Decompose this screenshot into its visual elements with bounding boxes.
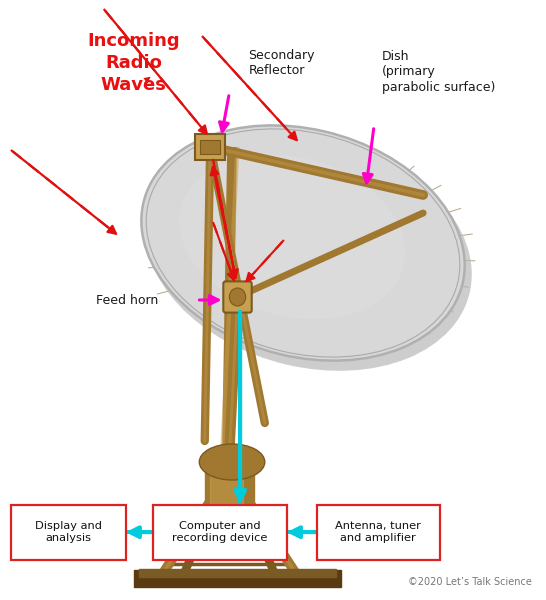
Bar [134, 570, 341, 587]
Text: Display and
analysis: Display and analysis [35, 521, 102, 544]
Ellipse shape [141, 125, 465, 361]
FancyBboxPatch shape [153, 505, 287, 560]
Bar [205, 471, 254, 504]
Text: Incoming
Radio
Waves: Incoming Radio Waves [87, 32, 180, 94]
Text: ©2020 Let’s Talk Science: ©2020 Let’s Talk Science [408, 577, 532, 587]
Text: Secondary
Reflector: Secondary Reflector [248, 49, 315, 77]
Text: Computer and
recording device: Computer and recording device [172, 521, 268, 544]
Text: Dish
(primary
parabolic surface): Dish (primary parabolic surface) [382, 49, 496, 94]
FancyBboxPatch shape [223, 281, 252, 313]
Circle shape [229, 288, 246, 306]
Ellipse shape [199, 444, 265, 480]
FancyBboxPatch shape [11, 505, 126, 560]
Text: Feed horn: Feed horn [96, 293, 158, 307]
FancyBboxPatch shape [195, 134, 225, 160]
Bar [210, 471, 243, 504]
FancyBboxPatch shape [317, 505, 440, 560]
FancyBboxPatch shape [200, 140, 220, 154]
Ellipse shape [179, 155, 405, 319]
Ellipse shape [145, 133, 472, 371]
Bar [139, 569, 336, 577]
Text: Antenna, tuner
and amplifier: Antenna, tuner and amplifier [335, 521, 421, 544]
